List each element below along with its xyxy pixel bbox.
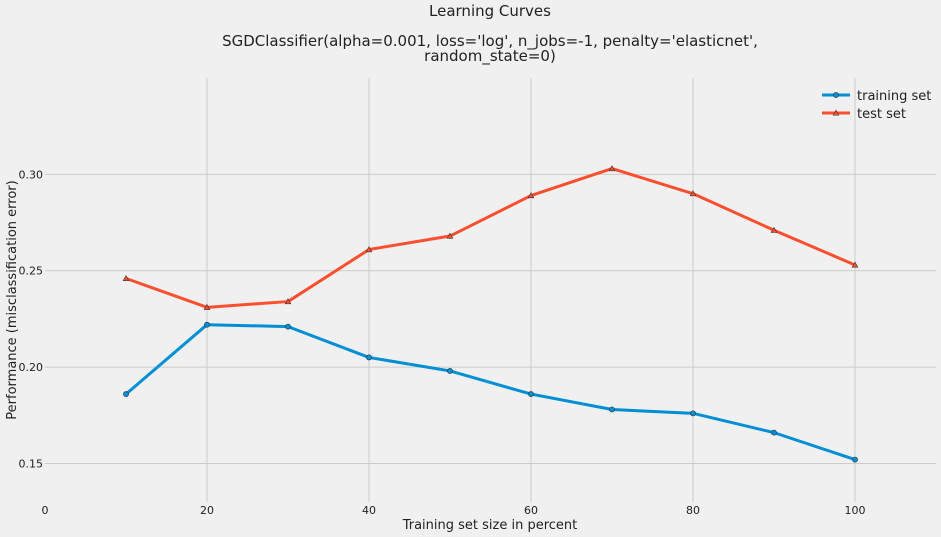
series-line-test-set [125,167,856,309]
data-point [852,456,858,463]
legend-marker [832,109,840,116]
x-tick-label: 40 [362,504,376,517]
data-point [527,192,535,199]
y-tick-labels: 0.15 0.20 0.25 0.30 [19,168,44,470]
data-point [204,321,210,328]
legend-marker [833,92,839,98]
legend-label: training set [857,89,931,104]
series-test-set [122,165,859,310]
y-tick-label: 0.20 [19,361,44,374]
x-tick-label: 60 [524,504,538,517]
y-tick-label: 0.15 [19,457,44,470]
data-point [690,410,696,417]
series-training-set [123,321,858,463]
x-tick-label: 0 [42,504,49,517]
data-point [447,368,453,374]
data-point [609,406,615,413]
legend: training set test set [822,89,931,122]
chart-subtitle-line-2: random_state=0) [424,47,556,66]
legend-label: test set [857,107,906,122]
chart-title: Learning Curves [429,2,551,20]
x-axis-label: Training set size in percent [402,518,578,533]
legend-item: test set [822,107,906,122]
x-tick-label: 100 [845,504,866,517]
data-point [771,429,777,436]
x-tick-labels: 0 20 40 60 80 100 [42,504,866,517]
series-line-training-set [125,323,856,462]
grid-layer [45,78,936,502]
chart-subtitle-line-1: SGDClassifier(alpha=0.001, loss='log', n… [222,32,758,51]
data-point [122,275,130,281]
data-point [851,261,859,268]
series-layer [122,165,859,463]
x-tick-label: 20 [200,504,214,517]
data-point [365,246,373,253]
data-point [123,391,129,397]
data-point [366,354,372,361]
data-point [689,190,697,197]
data-point [203,303,211,310]
legend-item: training set [822,89,931,104]
y-tick-label: 0.25 [19,265,44,278]
data-point [608,165,616,172]
y-axis-label: Performance (misclassification error) [5,180,20,419]
data-point [446,232,454,239]
data-point [284,298,292,305]
y-tick-label: 0.30 [19,168,44,181]
data-point [770,226,778,233]
data-point [528,391,534,397]
data-point [285,323,291,330]
x-tick-label: 80 [686,504,700,517]
